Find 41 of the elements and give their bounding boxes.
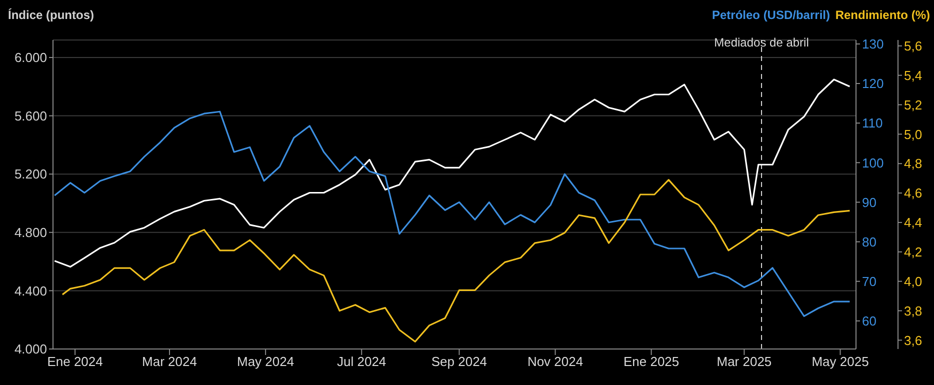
y-tick-label: 6.000 (14, 50, 47, 66)
x-tick-label: Sep 2024 (431, 354, 488, 370)
x-tick-label: Mar 2024 (142, 354, 197, 370)
y3-tick-label: 3,6 (904, 332, 922, 348)
y3-tick-label: 4,2 (904, 244, 922, 260)
y3-tick-label: 5,4 (904, 68, 922, 83)
x-tick-label: Nov 2024 (527, 354, 584, 370)
y3-tick-label: 4,8 (904, 156, 922, 172)
y-axis-title: Índice (puntos) (8, 8, 94, 22)
x-tick-label: Jul 2024 (337, 354, 386, 370)
x-tick-label: Mar 2025 (716, 354, 772, 370)
y2-tick-label: 110 (862, 116, 883, 131)
y3-tick-label: 4,4 (904, 215, 922, 230)
y-tick-label: 5.200 (14, 166, 47, 182)
y2-tick-label: 70 (862, 274, 876, 289)
y3-tick-label: 4,6 (904, 186, 922, 201)
y-tick-label: 4.800 (14, 225, 47, 240)
x-tick-label: Ene 2024 (47, 354, 103, 370)
y2-axis-title: Petróleo (USD/barril) (712, 8, 830, 22)
y3-tick-label: 5,6 (904, 38, 922, 54)
y3-tick-label: 4,0 (904, 274, 922, 289)
y2-tick-label: 130 (862, 36, 884, 52)
y3-tick-label: 5,0 (904, 126, 922, 142)
y2-tick-label: 90 (862, 194, 876, 210)
ref-line-label: Mediados de abril (714, 36, 809, 50)
x-tick-label: Ene 2025 (623, 354, 680, 370)
y-tick-label: 5.600 (14, 108, 47, 124)
x-tick-label: May 2024 (237, 354, 294, 370)
y2-tick-label: 100 (862, 155, 884, 170)
y2-tick-label: 60 (862, 314, 876, 329)
y3-tick-label: 5,2 (904, 97, 922, 112)
y2-tick-label: 80 (862, 234, 876, 250)
line-series (54, 78, 850, 268)
line-series (54, 110, 850, 317)
y-tick-label: 4.000 (14, 342, 47, 357)
y2-tick-label: 120 (862, 76, 884, 92)
y3-tick-label: 3,8 (904, 303, 922, 318)
line-series (62, 178, 850, 342)
y-tick-label: 4.400 (14, 283, 47, 298)
x-tick-label: May 2025 (812, 354, 869, 370)
y3-axis-title: Rendimiento (%) (835, 8, 930, 22)
